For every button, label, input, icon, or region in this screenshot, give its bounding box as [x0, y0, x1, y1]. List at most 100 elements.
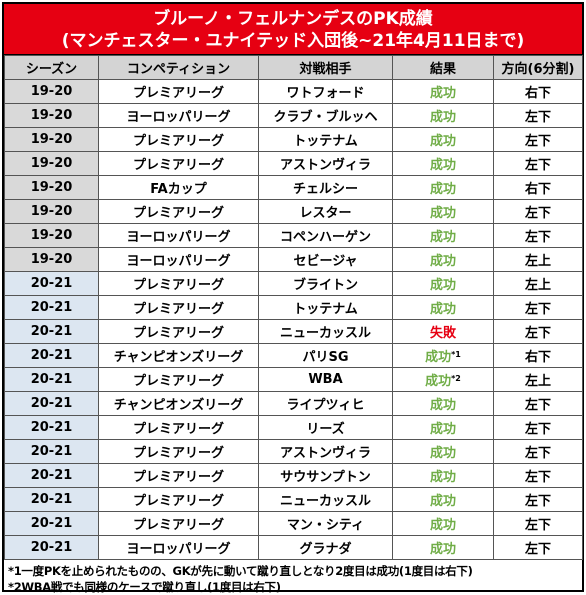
table-row: 19-20 プレミアリーグ トッテナム 成功 左下 [4, 127, 583, 152]
season-cell: 19-20 [4, 223, 99, 248]
direction-cell-text: 左下 [524, 134, 551, 149]
direction-cell: 左下 [493, 199, 583, 224]
competition-cell-text: プレミアリーグ [132, 422, 224, 437]
competition-cell-text: プレミアリーグ [132, 86, 224, 101]
result-cell-text: 成功 [429, 86, 456, 101]
direction-cell: 左下 [493, 391, 583, 416]
result-cell-text: 成功 [429, 110, 456, 125]
competition-cell-text: プレミアリーグ [132, 158, 224, 173]
season-cell: 20-21 [4, 511, 99, 536]
opponent-cell: ニューカッスル [258, 487, 393, 512]
result-cell-text: 成功 [429, 422, 456, 437]
competition-cell: ヨーロッパリーグ [98, 535, 259, 560]
season-cell-text: 19-20 [30, 228, 73, 243]
season-cell-text: 20-21 [30, 516, 73, 531]
season-cell-text: 19-20 [30, 156, 73, 171]
opponent-cell-text: クラブ・ブルッヘ [273, 110, 378, 125]
season-cell-text: 19-20 [30, 108, 73, 123]
direction-cell: 左下 [493, 127, 583, 152]
season-cell: 20-21 [4, 535, 99, 560]
result-cell: 成功 [392, 103, 494, 128]
season-cell: 20-21 [4, 319, 99, 344]
direction-cell-text: 左下 [524, 206, 551, 221]
season-cell-text: 19-20 [30, 204, 73, 219]
table-row: 19-20 ヨーロッパリーグ コペンハーゲン 成功 左下 [4, 223, 583, 248]
competition-cell: プレミアリーグ [98, 199, 259, 224]
result-cell: 成功 [392, 439, 494, 464]
table-row: 20-21 プレミアリーグ WBA 成功*2 左上 [4, 367, 583, 392]
season-cell-text: 20-21 [30, 372, 73, 387]
direction-cell-text: 左下 [524, 422, 551, 437]
opponent-cell: マン・シティ [258, 511, 393, 536]
season-cell-text: 20-21 [30, 468, 73, 483]
direction-cell-text: 右下 [524, 350, 551, 365]
competition-cell: ヨーロッパリーグ [98, 223, 259, 248]
competition-cell: FAカップ [98, 175, 259, 200]
opponent-cell-text: ニューカッスル [279, 494, 371, 509]
title-line-2: (マンチェスター・ユナイテッド入団後~21年4月11日まで) [61, 31, 525, 51]
pk-table: シーズン コンペティション 対戦相手 結果 方向(6分割) 19-20 プレミアリ… [4, 55, 583, 560]
direction-cell: 右下 [493, 79, 583, 104]
opponent-cell: アストンヴィラ [258, 439, 393, 464]
competition-cell-text: プレミアリーグ [132, 326, 224, 341]
result-cell: 成功*2 [392, 367, 494, 392]
result-cell-text: 成功 [429, 446, 456, 461]
result-cell-text: 成功 [429, 494, 456, 509]
result-cell-text: 成功 [429, 158, 456, 173]
result-cell: 成功 [392, 223, 494, 248]
competition-cell-text: ヨーロッパリーグ [126, 542, 231, 557]
footnote-2: *2WBA戦でも同様のケースで蹴り直し(1度目は右下) [8, 580, 281, 594]
opponent-cell: レスター [258, 199, 393, 224]
opponent-cell: ライプツィヒ [258, 391, 393, 416]
direction-cell: 左下 [493, 223, 583, 248]
season-cell-text: 20-21 [30, 324, 73, 339]
result-cell-text: 成功 [429, 302, 456, 317]
header-direction: 方向(6分割) [493, 55, 583, 80]
opponent-cell-text: マン・シティ [286, 518, 365, 533]
result-cell: 成功 [392, 199, 494, 224]
competition-cell: プレミアリーグ [98, 415, 259, 440]
season-cell: 20-21 [4, 343, 99, 368]
opponent-cell-text: チェルシー [292, 182, 358, 197]
result-cell-text: 成功 [429, 230, 456, 245]
result-cell: 失敗 [392, 319, 494, 344]
opponent-cell-text: ニューカッスル [279, 326, 371, 341]
direction-cell: 左下 [493, 463, 583, 488]
season-cell: 19-20 [4, 151, 99, 176]
result-cell-text: 成功 [429, 398, 456, 413]
opponent-cell-text: サウサンプトン [280, 470, 371, 485]
result-cell: 成功 [392, 463, 494, 488]
season-cell-text: 19-20 [30, 252, 73, 267]
season-cell: 19-20 [4, 127, 99, 152]
result-cell: 成功*1 [392, 343, 494, 368]
direction-cell-text: 左下 [524, 158, 551, 173]
direction-cell: 左下 [493, 319, 583, 344]
table-row: 19-20 プレミアリーグ ワトフォード 成功 右下 [4, 79, 583, 104]
season-cell: 20-21 [4, 487, 99, 512]
opponent-cell: トッテナム [258, 295, 393, 320]
opponent-cell: セビージャ [258, 247, 393, 272]
season-cell-text: 19-20 [30, 180, 73, 195]
direction-cell-text: 左下 [524, 542, 551, 557]
competition-cell: プレミアリーグ [98, 151, 259, 176]
season-cell-text: 20-21 [30, 396, 73, 411]
direction-cell-text: 左下 [524, 518, 551, 533]
table-row: 20-21 ヨーロッパリーグ グラナダ 成功 左下 [4, 535, 583, 560]
result-cell-text: 成功 [429, 134, 456, 149]
title-banner: ブルーノ・フェルナンデスのPK成績 (マンチェスター・ユナイテッド入団後~21年… [4, 4, 582, 55]
opponent-cell: グラナダ [258, 535, 393, 560]
title-line-1: ブルーノ・フェルナンデスのPK成績 [153, 9, 433, 29]
season-cell: 19-20 [4, 175, 99, 200]
opponent-cell: ブライトン [258, 271, 393, 296]
season-cell: 20-21 [4, 415, 99, 440]
direction-cell: 左下 [493, 535, 583, 560]
competition-cell-text: プレミアリーグ [132, 278, 224, 293]
direction-cell: 左下 [493, 295, 583, 320]
competition-cell: プレミアリーグ [98, 271, 259, 296]
opponent-cell: コペンハーゲン [258, 223, 393, 248]
competition-cell-text: プレミアリーグ [132, 494, 224, 509]
table-row: 19-20 プレミアリーグ レスター 成功 左下 [4, 199, 583, 224]
direction-cell-text: 左下 [524, 494, 551, 509]
competition-cell-text: チャンピオンズリーグ [113, 398, 244, 413]
direction-cell: 左下 [493, 511, 583, 536]
